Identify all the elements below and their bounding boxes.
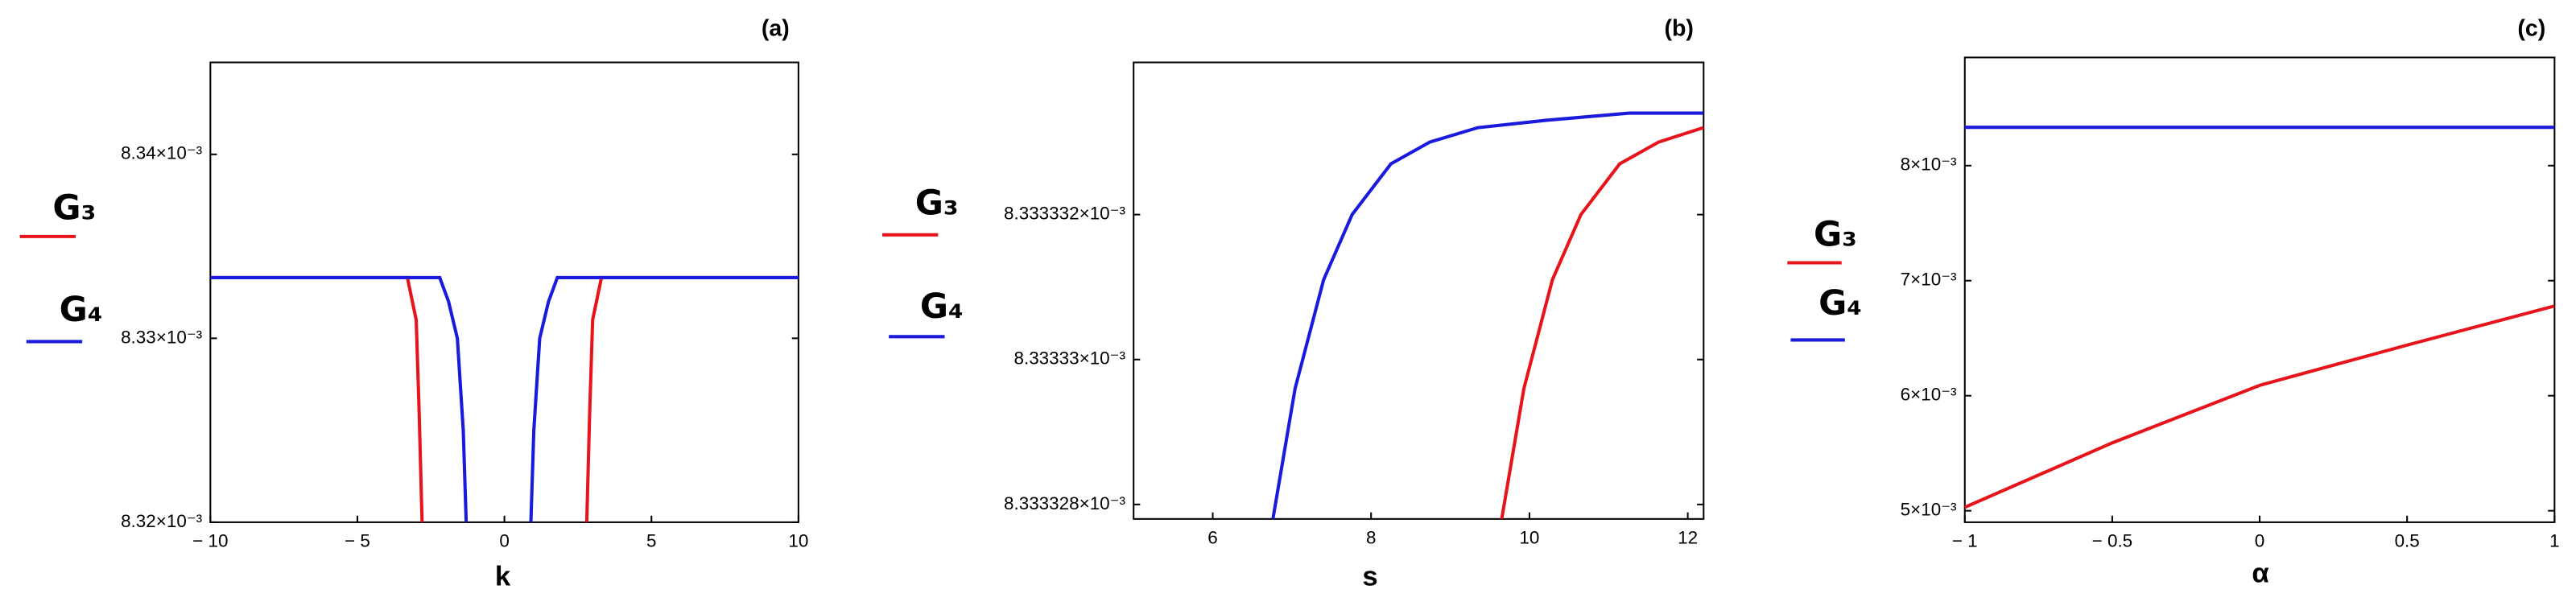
y-tick-label: 5×10⁻³ (1901, 500, 1957, 520)
x-tick-label: − 10 (192, 530, 228, 550)
y-tick-label: 8.333332×10⁻³ (1004, 204, 1125, 224)
legend-label: G₃ (1814, 214, 1857, 254)
x-tick-label: 8 (1366, 527, 1376, 547)
x-tick-label: 12 (1678, 527, 1698, 547)
y-tick-label: 7×10⁻³ (1901, 270, 1957, 290)
plot-frame (1133, 61, 1705, 520)
panel-title: (c) (2517, 15, 2545, 41)
x-axis-label: s (1362, 561, 1377, 592)
x-tick-label: 0 (2255, 530, 2264, 550)
series-line (210, 275, 799, 522)
x-tick-label: − 5 (345, 530, 370, 550)
x-tick-label: 1 (2549, 530, 2559, 550)
x-tick-label: 0 (499, 530, 509, 550)
x-tick-label: 10 (1519, 527, 1539, 547)
x-axis-label: α (2252, 558, 2268, 588)
legend-label: G₄ (1818, 283, 1862, 324)
x-tick-label: 6 (1208, 527, 1217, 547)
series-line (1964, 304, 2555, 509)
y-tick-label: 8.34×10⁻³ (121, 143, 203, 163)
series-line (1500, 126, 1704, 519)
x-tick-label: 10 (788, 530, 808, 550)
legend-label: G₃ (52, 188, 96, 229)
plot-frame (209, 61, 799, 523)
x-tick-label: 0.5 (2395, 530, 2420, 550)
y-tick-label: 8.333328×10⁻³ (1004, 493, 1125, 513)
y-tick-label: 8.32×10⁻³ (121, 511, 203, 531)
series-line (1271, 111, 1704, 519)
legend-label: G₄ (920, 287, 964, 327)
x-axis-label: k (495, 561, 511, 592)
x-tick-label: − 0.5 (2092, 530, 2133, 550)
series-line (210, 275, 799, 522)
x-tick-label: − 1 (1952, 530, 1978, 550)
y-tick-label: 6×10⁻³ (1901, 385, 1957, 405)
panel-title: (a) (762, 15, 790, 41)
legend-label: G₃ (915, 183, 959, 224)
y-tick-label: 8.33×10⁻³ (121, 327, 203, 347)
y-tick-label: 8.33333×10⁻³ (1013, 348, 1125, 369)
y-tick-label: 8×10⁻³ (1901, 155, 1957, 175)
panel-title: (b) (1664, 15, 1693, 41)
x-tick-label: 5 (646, 530, 656, 550)
legend-label: G₄ (60, 290, 103, 330)
